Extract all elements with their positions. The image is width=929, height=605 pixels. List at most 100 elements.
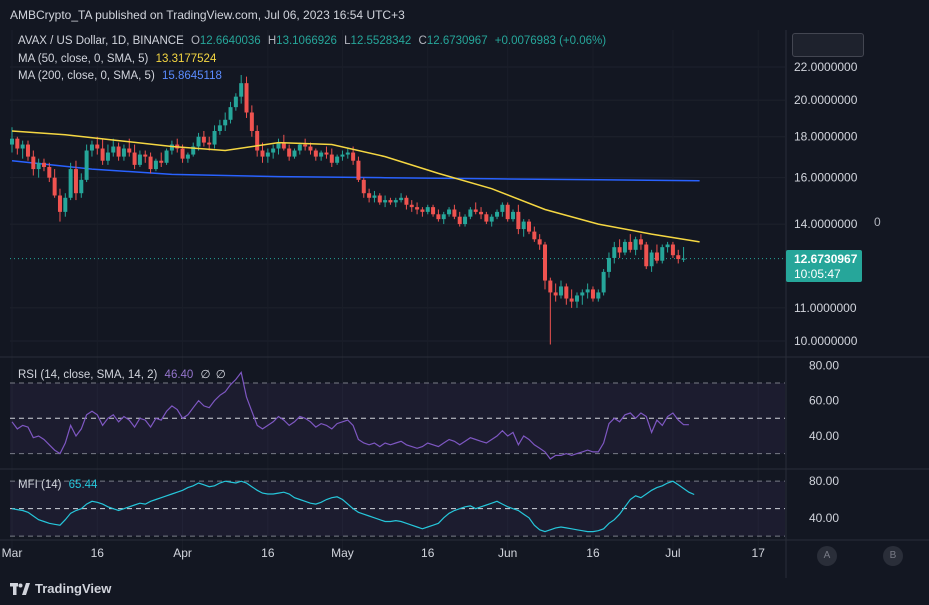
candle-body	[345, 152, 350, 155]
candle-body	[169, 144, 174, 151]
log-scale-button[interactable]: B	[883, 546, 903, 566]
ma200-legend[interactable]: MA (200, close, 0, SMA, 5) 15.8645118	[18, 70, 222, 82]
candle-body	[201, 136, 206, 143]
candle-body	[57, 195, 62, 212]
candle-body	[441, 214, 446, 220]
candle	[52, 169, 57, 198]
candle	[489, 214, 494, 227]
candle-body	[393, 200, 398, 203]
x-tick-label: Jul	[665, 546, 680, 560]
candle	[271, 144, 276, 159]
candle-body	[351, 152, 356, 161]
candle-body	[585, 289, 590, 293]
candle	[153, 158, 158, 172]
candle-body	[164, 150, 169, 163]
ma200-layer	[11, 159, 700, 182]
candle	[521, 219, 526, 237]
rsi-legend[interactable]: RSI (14, close, SMA, 14, 2) 46.40 ∅ ∅	[18, 367, 226, 381]
mfi-layer	[10, 480, 785, 537]
candle	[303, 138, 308, 151]
ma50-legend[interactable]: MA (50, close, 0, SMA, 5) 13.3177524	[18, 53, 216, 65]
side-scale-zero: 0	[874, 215, 881, 229]
candle	[388, 197, 393, 205]
symbol-legend[interactable]: AVAX / US Dollar, 1D, BINANCE O12.664003…	[18, 35, 606, 47]
candle-body	[511, 211, 516, 220]
candle	[495, 209, 500, 220]
price-scale-button[interactable]	[792, 33, 864, 57]
candle	[574, 292, 579, 308]
candle-body	[644, 244, 649, 267]
candle-body	[606, 257, 611, 272]
candle-body	[489, 216, 494, 222]
pane-separators	[0, 30, 929, 578]
candle-body	[415, 207, 420, 210]
candle	[47, 162, 52, 183]
candle	[457, 211, 462, 227]
candle	[255, 125, 260, 157]
candle	[169, 140, 174, 155]
osc-tick-label: 80.00	[809, 358, 839, 372]
candle	[628, 234, 633, 253]
candle-body	[553, 292, 558, 296]
chart-svg[interactable]: 22.0000000 20.0000000 18.0000000 16.0000000…	[0, 30, 929, 578]
candle	[217, 119, 222, 135]
candle	[335, 154, 340, 165]
candle-body	[100, 148, 105, 161]
mfi-label: MFI (14)	[18, 479, 62, 491]
candle-body	[20, 144, 25, 149]
candle	[228, 101, 233, 124]
x-tick-label: Jun	[498, 546, 517, 560]
rsi-extra-2: ∅	[215, 369, 226, 381]
candle-body	[36, 162, 41, 170]
candle	[116, 142, 121, 161]
auto-scale-button[interactable]: A	[817, 546, 837, 566]
candle-body	[137, 154, 142, 165]
y-tick-label: 16.0000000	[794, 171, 858, 185]
candle	[543, 241, 547, 290]
candle	[660, 244, 665, 264]
candle-body	[111, 146, 116, 153]
candle	[580, 289, 585, 305]
tradingview-brand[interactable]: TradingView	[10, 581, 111, 596]
candle-body	[148, 156, 153, 170]
candle	[511, 209, 516, 222]
rsi-label: RSI (14, close, SMA, 14, 2)	[18, 369, 158, 381]
candle	[500, 202, 505, 217]
candle-body	[558, 286, 563, 296]
candle	[654, 244, 659, 264]
candle	[425, 204, 430, 215]
candle-body	[452, 209, 457, 217]
candle-body	[601, 271, 606, 293]
low-label: L	[344, 35, 351, 47]
candle	[409, 200, 414, 212]
candle	[84, 144, 89, 183]
grid-layer	[10, 30, 785, 550]
x-tick-label: 16	[261, 546, 275, 560]
candle-body	[185, 154, 190, 159]
candle-body	[463, 216, 468, 225]
candle-body	[543, 244, 547, 281]
y-tick-label: 20.0000000	[794, 93, 858, 107]
candle	[340, 150, 345, 161]
candle-body	[612, 247, 617, 258]
chart-area[interactable]: 22.0000000 20.0000000 18.0000000 16.0000000…	[0, 30, 929, 578]
candle-body	[116, 146, 121, 157]
candle	[649, 249, 654, 272]
candle-body	[622, 241, 627, 253]
ma50-label: MA (50, close, 0, SMA, 5)	[18, 53, 149, 65]
candle	[606, 252, 611, 278]
x-tick-label: Mar	[2, 546, 23, 560]
candle-body	[388, 200, 393, 203]
candle-body	[383, 200, 388, 203]
candle-body	[425, 207, 430, 212]
candle-body	[521, 221, 526, 230]
candle	[644, 241, 649, 270]
rsi-extra-1: ∅	[200, 369, 211, 381]
candle-body	[500, 204, 505, 212]
candle-body	[15, 138, 20, 149]
candle	[25, 140, 30, 161]
brand-text: TradingView	[35, 581, 112, 596]
candle-body	[665, 244, 670, 248]
mfi-legend[interactable]: MFI (14) 65.44	[18, 479, 97, 491]
candle	[590, 286, 595, 302]
